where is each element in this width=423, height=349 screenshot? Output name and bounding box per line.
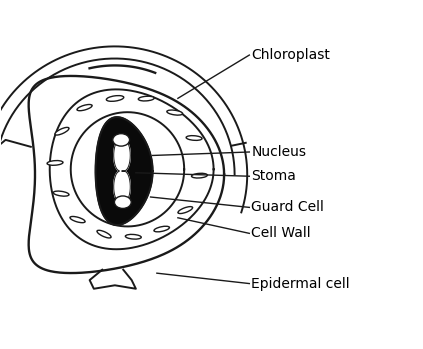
Polygon shape xyxy=(114,138,130,204)
Ellipse shape xyxy=(178,207,192,214)
Ellipse shape xyxy=(138,96,154,101)
Ellipse shape xyxy=(70,216,85,223)
Ellipse shape xyxy=(97,230,111,238)
Ellipse shape xyxy=(113,134,129,146)
Ellipse shape xyxy=(186,136,202,140)
Ellipse shape xyxy=(55,127,69,135)
Ellipse shape xyxy=(167,110,183,115)
Polygon shape xyxy=(96,117,153,225)
Polygon shape xyxy=(71,112,184,227)
Text: Guard Cell: Guard Cell xyxy=(251,200,324,214)
Ellipse shape xyxy=(53,191,69,196)
Ellipse shape xyxy=(154,226,170,232)
Ellipse shape xyxy=(47,161,63,165)
Text: Epidermal cell: Epidermal cell xyxy=(251,276,350,291)
Polygon shape xyxy=(29,76,224,273)
Text: Cell Wall: Cell Wall xyxy=(251,227,311,240)
Ellipse shape xyxy=(192,173,207,178)
Ellipse shape xyxy=(77,104,92,111)
Ellipse shape xyxy=(115,196,131,208)
Text: Nucleus: Nucleus xyxy=(251,145,306,159)
Text: Stoma: Stoma xyxy=(251,169,296,183)
Ellipse shape xyxy=(106,96,124,101)
Text: Chloroplast: Chloroplast xyxy=(251,48,330,62)
Ellipse shape xyxy=(125,235,141,239)
Polygon shape xyxy=(50,89,214,249)
